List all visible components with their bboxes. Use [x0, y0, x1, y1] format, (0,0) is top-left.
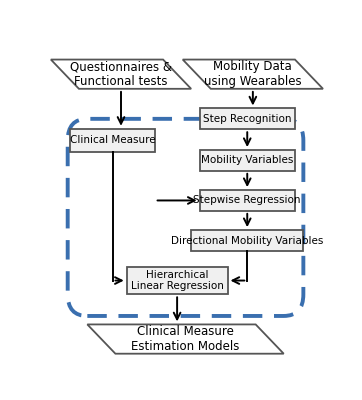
- Text: Questionnaires &
Functional tests: Questionnaires & Functional tests: [70, 60, 172, 88]
- Text: Clinical Measure: Clinical Measure: [70, 135, 155, 146]
- Polygon shape: [87, 324, 284, 354]
- Text: Mobility Variables: Mobility Variables: [201, 156, 294, 166]
- Polygon shape: [51, 60, 191, 89]
- FancyBboxPatch shape: [199, 150, 295, 171]
- FancyBboxPatch shape: [199, 190, 295, 211]
- Text: Clinical Measure
Estimation Models: Clinical Measure Estimation Models: [131, 325, 240, 353]
- Polygon shape: [183, 60, 323, 89]
- Text: Step Recognition: Step Recognition: [203, 114, 291, 124]
- FancyBboxPatch shape: [127, 267, 228, 294]
- FancyBboxPatch shape: [199, 108, 295, 129]
- Text: Directional Mobility Variables: Directional Mobility Variables: [171, 236, 323, 246]
- FancyBboxPatch shape: [71, 129, 155, 152]
- Text: Stepwise Regression: Stepwise Regression: [194, 196, 301, 206]
- Text: Mobility Data
using Wearables: Mobility Data using Wearables: [204, 60, 302, 88]
- Text: Hierarchical
Linear Regression: Hierarchical Linear Regression: [131, 270, 224, 291]
- FancyBboxPatch shape: [191, 230, 303, 251]
